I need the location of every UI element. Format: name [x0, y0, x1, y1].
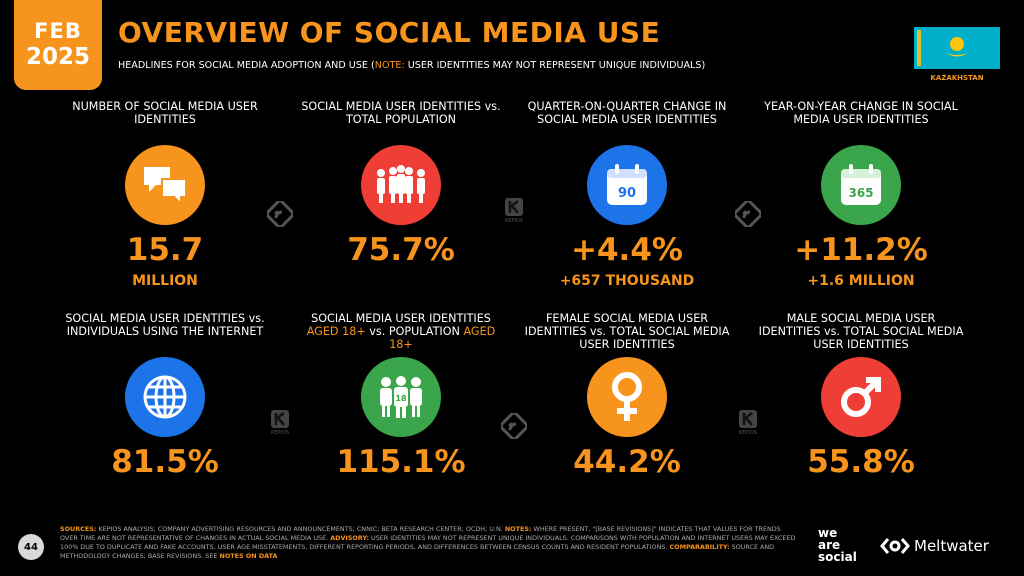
sources-label: SOURCES:: [60, 525, 97, 533]
tile-value: 55.8%: [807, 444, 915, 480]
sources-body: KEPIOS ANALYSIS; COMPANY ADVERTISING RES…: [96, 525, 505, 533]
advisory-label: ADVISORY:: [330, 534, 369, 542]
people-group-icon: [361, 145, 441, 225]
tile-label: SOCIAL MEDIA USER IDENTITIES AGED 18+ vs…: [296, 312, 506, 357]
we-are-social-logo: we are social: [818, 527, 857, 563]
advisory-body: USER IDENTITIES MAY NOT REPRESENT UNIQUE…: [60, 534, 796, 551]
notes-on-data-link[interactable]: NOTES ON DATA: [219, 552, 278, 560]
sources-text: SOURCES: KEPIOS ANALYSIS; COMPANY ADVERT…: [60, 525, 800, 561]
tile-male-users: MALE SOCIAL MEDIA USER IDENTITIES vs. TO…: [756, 312, 966, 478]
label-part: SOCIAL MEDIA USER IDENTITIES: [311, 312, 491, 325]
label-highlight: AGED 18+: [389, 325, 496, 351]
subtitle-note: USER IDENTITIES MAY NOT REPRESENT UNIQUE…: [404, 60, 706, 71]
tile-quarter-change: QUARTER-ON-QUARTER CHANGE IN SOCIAL MEDI…: [522, 100, 732, 288]
meltwater-logo: Meltwater: [880, 537, 989, 555]
country-label: KAZAKHSTAN: [930, 74, 984, 82]
svg-text:18: 18: [395, 394, 407, 403]
tile-label: FEMALE SOCIAL MEDIA USER IDENTITIES vs. …: [524, 312, 730, 351]
date-badge: FEB 2025: [14, 0, 102, 90]
tile-label: SOCIAL MEDIA USER IDENTITIES vs. TOTAL P…: [301, 100, 501, 126]
page-subtitle: HEADLINES FOR SOCIAL MEDIA ADOPTION AND …: [118, 60, 705, 71]
meltwater-text: Meltwater: [914, 537, 989, 555]
tile-users-vs-population: SOCIAL MEDIA USER IDENTITIES vs. TOTAL P…: [296, 100, 506, 274]
signal-icon: [266, 200, 294, 228]
tile-female-users: FEMALE SOCIAL MEDIA USER IDENTITIES vs. …: [522, 312, 732, 478]
date-year: 2025: [25, 44, 90, 70]
tile-value: 15.7: [126, 232, 204, 268]
page-number: 44: [18, 534, 44, 560]
tile-label: SOCIAL MEDIA USER IDENTITIES vs. INDIVID…: [65, 312, 265, 338]
tile-year-change: YEAR-ON-YEAR CHANGE IN SOCIAL MEDIA USER…: [756, 100, 966, 288]
tile-subvalue: +1.6 MILLION: [807, 273, 915, 289]
adults-18-icon: 18: [361, 357, 441, 437]
kepios-logo-icon: KEPIOS: [266, 408, 294, 436]
signal-icon: [500, 412, 528, 440]
speech-bubbles-icon: [125, 145, 205, 225]
calendar-90-icon: 90: [587, 145, 667, 225]
svg-text:365: 365: [848, 186, 873, 200]
notes-label: NOTES:: [504, 525, 532, 533]
tile-subvalue: +657 THOUSAND: [559, 273, 695, 289]
tile-social-media-users: NUMBER OF SOCIAL MEDIA USER IDENTITIES 1…: [60, 100, 270, 288]
logo-line: we: [818, 526, 838, 540]
tile-value: 81.5%: [111, 444, 219, 480]
male-symbol-icon: [821, 357, 901, 437]
tile-label: MALE SOCIAL MEDIA USER IDENTITIES vs. TO…: [758, 312, 964, 351]
tile-value: +11.2%: [794, 232, 928, 268]
female-symbol-icon: [587, 357, 667, 437]
signal-icon: [734, 200, 762, 228]
subtitle-main: HEADLINES FOR SOCIAL MEDIA ADOPTION AND …: [118, 60, 375, 71]
tile-label: NUMBER OF SOCIAL MEDIA USER IDENTITIES: [72, 100, 258, 126]
date-month: FEB: [34, 19, 82, 43]
logo-line: are: [818, 538, 841, 552]
tile-value: 75.7%: [347, 232, 455, 268]
kepios-text: KEPIOS: [504, 217, 524, 224]
svg-text:90: 90: [618, 186, 636, 201]
tile-subvalue: MILLION: [132, 273, 198, 289]
notes-body: WHERE PRESENT, "[BASE REVISIONS]" INDICA…: [60, 525, 781, 542]
tile-label: YEAR-ON-YEAR CHANGE IN SOCIAL MEDIA USER…: [764, 100, 958, 126]
label-part: vs. POPULATION: [365, 325, 464, 338]
comparability-label: COMPARABILITY:: [669, 543, 730, 551]
kepios-logo-icon: KEPIOS: [734, 408, 762, 436]
page-title: OVERVIEW OF SOCIAL MEDIA USE: [118, 16, 661, 49]
kepios-logo-icon: KEPIOS: [500, 196, 528, 224]
meltwater-mark-icon: [880, 538, 910, 554]
kazakhstan-flag-icon: [914, 27, 1000, 69]
globe-icon: [125, 357, 205, 437]
comparability-body: SOURCE AND METHODOLOGY CHANGES; BASE REV…: [60, 543, 775, 560]
tile-value: +4.4%: [571, 232, 683, 268]
tile-adults-vs-population: SOCIAL MEDIA USER IDENTITIES AGED 18+ vs…: [296, 312, 506, 478]
tile-value: 44.2%: [573, 444, 681, 480]
label-highlight: AGED 18+: [306, 325, 366, 338]
tile-value: 115.1%: [336, 444, 466, 480]
tile-label: QUARTER-ON-QUARTER CHANGE IN SOCIAL MEDI…: [527, 100, 727, 126]
subtitle-note-label: NOTE:: [374, 60, 405, 71]
kepios-text: KEPIOS: [738, 429, 758, 436]
tile-users-vs-internet: SOCIAL MEDIA USER IDENTITIES vs. INDIVID…: [60, 312, 270, 478]
kepios-text: KEPIOS: [270, 429, 290, 436]
logo-line: social: [818, 550, 857, 564]
calendar-365-icon: 365: [821, 145, 901, 225]
